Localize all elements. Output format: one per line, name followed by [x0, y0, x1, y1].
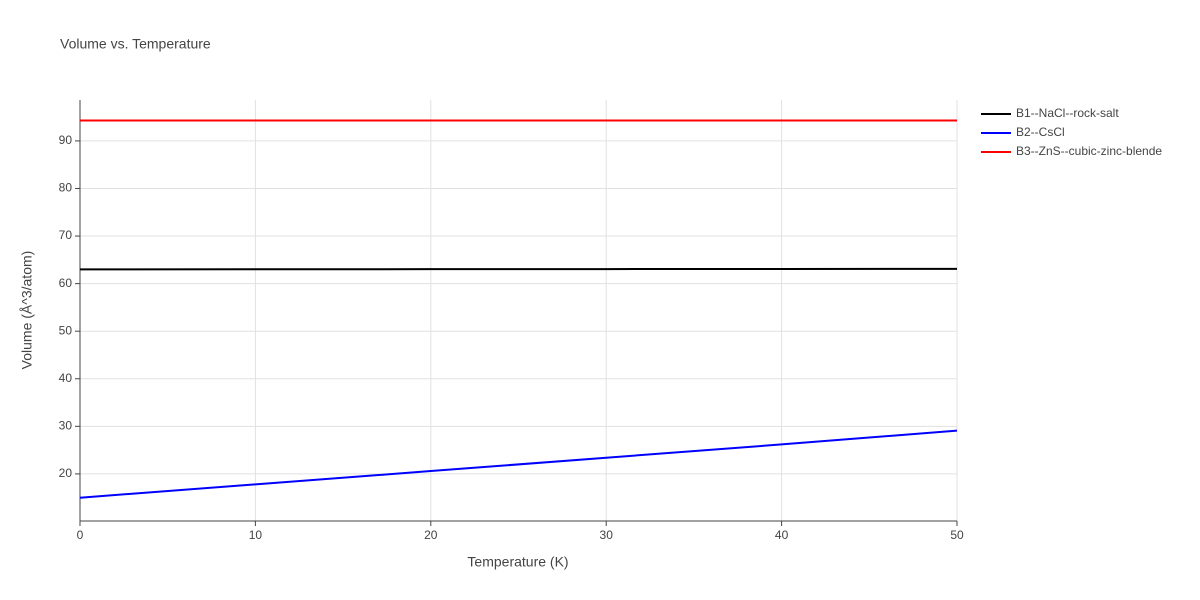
x-tick-label: 20: [424, 528, 438, 542]
y-tick-label: 90: [59, 133, 73, 147]
y-tick-label: 80: [59, 181, 73, 195]
legend-label: B2--CsCl: [1016, 125, 1065, 139]
legend-label: B1--NaCl--rock-salt: [1016, 106, 1119, 120]
legend-label: B3--ZnS--cubic-zinc-blende: [1016, 144, 1162, 158]
x-tick-label: 40: [775, 528, 789, 542]
y-tick-label: 50: [59, 323, 73, 337]
y-axis-title: Volume (Å^3/atom): [19, 251, 35, 370]
chart-title: Volume vs. Temperature: [60, 36, 211, 52]
x-tick-label: 10: [249, 528, 263, 542]
y-tick-label: 30: [59, 419, 73, 433]
y-tick-label: 40: [59, 371, 73, 385]
x-tick-label: 30: [600, 528, 614, 542]
y-tick-label: 70: [59, 228, 73, 242]
y-tick-label: 60: [59, 276, 73, 290]
x-tick-label: 0: [77, 528, 84, 542]
x-axis-title: Temperature (K): [467, 554, 568, 570]
series-line: [79, 429, 958, 499]
y-tick-label: 20: [59, 466, 73, 480]
x-tick-label: 50: [950, 528, 964, 542]
